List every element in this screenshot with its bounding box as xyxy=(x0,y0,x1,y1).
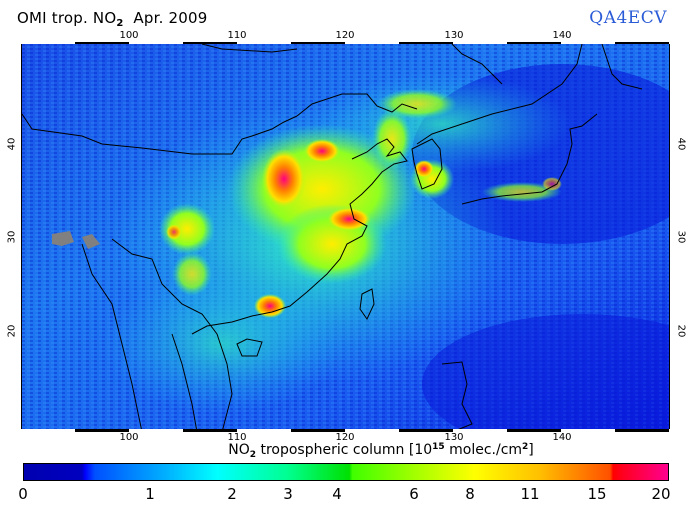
lon-tick-top: 140 xyxy=(552,30,572,41)
lat-tick-left: 20 xyxy=(6,324,18,338)
lon-tick-bottom: 110 xyxy=(227,432,247,443)
lon-tick-top: 130 xyxy=(444,30,464,41)
colorbar-axis-label: NO2 tropospheric column [1015 molec./cm2… xyxy=(228,442,534,460)
colorbar-tick: 15 xyxy=(587,485,607,503)
colorbar-tick: 1 xyxy=(145,485,155,503)
lat-tick-right: 20 xyxy=(675,324,687,338)
lat-tick-right: 40 xyxy=(675,137,687,151)
colorbar-tick: 8 xyxy=(465,485,475,503)
lat-tick-right: 30 xyxy=(675,230,687,244)
colorbar-tick: 0 xyxy=(18,485,28,503)
colorbar-tick: 6 xyxy=(409,485,419,503)
lon-tick-bottom: 130 xyxy=(444,432,464,443)
top-axis-bar xyxy=(21,42,670,44)
colorbar-tick: 20 xyxy=(651,485,671,503)
lon-tick-top: 100 xyxy=(119,30,139,41)
lat-tick-left: 30 xyxy=(6,230,18,244)
bottom-axis-bar xyxy=(21,429,670,432)
colorbar-tick: 2 xyxy=(227,485,237,503)
colorbar-tick: 11 xyxy=(520,485,540,503)
lon-tick-bottom: 140 xyxy=(552,432,572,443)
lon-tick-bottom: 100 xyxy=(119,432,139,443)
map-canvas xyxy=(22,44,669,430)
colorbar-tick: 4 xyxy=(332,485,342,503)
lon-tick-bottom: 120 xyxy=(335,432,355,443)
lon-tick-top: 110 xyxy=(227,30,247,41)
lon-tick-top: 120 xyxy=(335,30,355,41)
colorbar xyxy=(23,463,669,481)
colorbar-tick: 3 xyxy=(283,485,293,503)
no2-map xyxy=(21,43,670,431)
lat-tick-left: 40 xyxy=(6,137,18,151)
plot-title: OMI trop. NO2 Apr. 2009 xyxy=(17,9,208,29)
brand-label: QA4ECV xyxy=(589,8,667,28)
